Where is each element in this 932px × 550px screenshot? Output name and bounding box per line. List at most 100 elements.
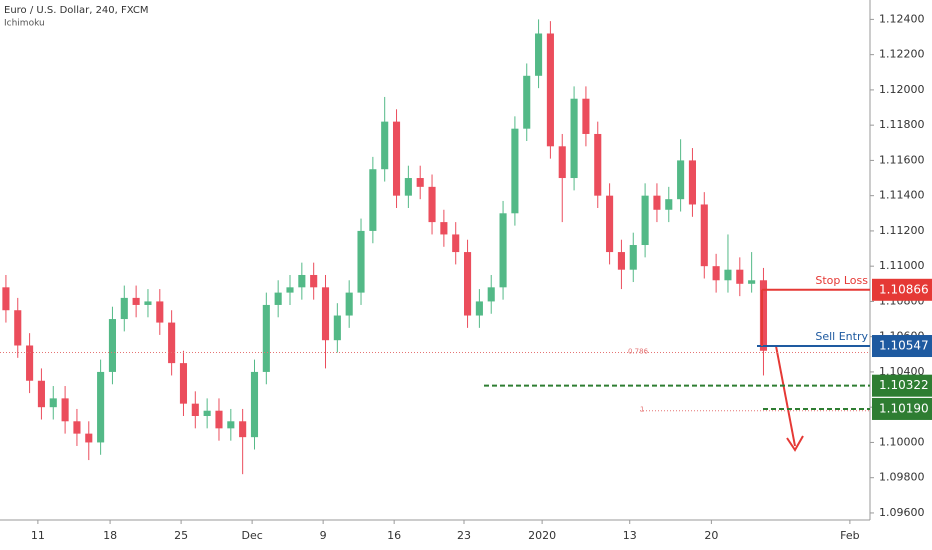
candle-body bbox=[617, 252, 625, 270]
level-name: Stop Loss bbox=[815, 274, 868, 287]
candle-body bbox=[381, 121, 389, 170]
price-label-box bbox=[872, 374, 932, 397]
x-tick-label: 23 bbox=[457, 529, 471, 542]
candle-body bbox=[179, 363, 188, 404]
candle-body bbox=[239, 421, 247, 438]
candle-body bbox=[712, 266, 720, 281]
y-tick-label: 1.12400 bbox=[879, 12, 925, 25]
candle-body bbox=[298, 274, 306, 288]
candle-body bbox=[428, 186, 436, 223]
candle-body bbox=[440, 222, 448, 235]
y-tick-label: 1.12200 bbox=[879, 48, 925, 61]
candle-body bbox=[2, 287, 10, 311]
price-label: 1.10866 bbox=[879, 282, 929, 296]
fib-label: 1 bbox=[640, 406, 644, 414]
arrow bbox=[775, 345, 804, 452]
y-tick-label: 1.09600 bbox=[879, 506, 925, 519]
x-tick-label: 25 bbox=[174, 529, 188, 542]
y-tick-label: 1.11600 bbox=[879, 153, 925, 166]
price-label-box bbox=[872, 278, 932, 301]
candle-body bbox=[523, 75, 531, 129]
candle-body bbox=[688, 160, 696, 205]
candle-body bbox=[724, 269, 732, 281]
x-tick-label: 11 bbox=[31, 529, 45, 542]
candle-body bbox=[49, 398, 57, 408]
candle-body bbox=[357, 230, 365, 293]
price-label-box bbox=[872, 397, 932, 420]
candle-body bbox=[333, 315, 341, 341]
candle-body bbox=[606, 195, 614, 253]
candle-body bbox=[404, 178, 412, 196]
indicator-name: Ichimoku bbox=[4, 19, 45, 29]
x-tick-label: 20 bbox=[704, 529, 718, 542]
candle-body bbox=[321, 287, 330, 341]
candle-body bbox=[227, 421, 235, 429]
candle-body bbox=[582, 98, 590, 134]
fib-label: 0.786 bbox=[628, 348, 649, 356]
candle-body bbox=[286, 287, 294, 293]
candle-body bbox=[748, 280, 756, 284]
candle-body bbox=[120, 297, 128, 320]
candle-body bbox=[345, 292, 353, 316]
candle-body bbox=[191, 403, 199, 416]
candle-body bbox=[144, 301, 152, 305]
y-tick-label: 1.09800 bbox=[879, 471, 925, 484]
candle-body bbox=[37, 380, 45, 408]
candle-body bbox=[759, 280, 768, 351]
candle-body bbox=[475, 301, 483, 316]
x-tick-label: 13 bbox=[623, 529, 637, 542]
x-tick-label: Dec bbox=[241, 529, 262, 542]
candle-body bbox=[250, 371, 259, 438]
candle-body bbox=[700, 204, 708, 267]
candle-body bbox=[452, 234, 460, 253]
candle-body bbox=[677, 160, 685, 200]
candle-body bbox=[594, 133, 602, 196]
plot-area bbox=[2, 19, 768, 475]
candle-body bbox=[108, 319, 116, 372]
candle-body bbox=[73, 421, 81, 434]
candle-body bbox=[262, 304, 270, 372]
candle-body bbox=[132, 297, 140, 305]
candle-body bbox=[85, 433, 93, 443]
candle-body bbox=[369, 169, 377, 231]
candle-body bbox=[416, 178, 424, 187]
y-tick-label: 1.11400 bbox=[879, 189, 925, 202]
x-tick-label: 9 bbox=[320, 529, 327, 542]
candle-body bbox=[310, 274, 318, 288]
candle-body bbox=[156, 301, 164, 323]
y-tick-label: 1.11800 bbox=[879, 118, 925, 131]
candle-body bbox=[487, 287, 495, 302]
price-label: 1.10190 bbox=[879, 401, 929, 415]
candle-body bbox=[535, 33, 543, 76]
y-tick-label: 1.11200 bbox=[879, 224, 925, 237]
price-label: 1.10547 bbox=[879, 339, 929, 353]
candle-body bbox=[274, 292, 282, 305]
candle-body bbox=[511, 128, 519, 214]
candle-body bbox=[499, 213, 507, 288]
candle-body bbox=[97, 371, 105, 443]
candle-body bbox=[392, 121, 401, 196]
y-tick-label: 1.11000 bbox=[879, 259, 925, 272]
candle-body bbox=[215, 410, 223, 429]
price-label-box bbox=[872, 335, 932, 358]
candle-body bbox=[14, 310, 22, 346]
candle-body bbox=[464, 252, 472, 316]
x-tick-label: 18 bbox=[103, 529, 117, 542]
candle-body bbox=[203, 410, 211, 416]
candle-body bbox=[629, 245, 637, 270]
candle-body bbox=[26, 345, 34, 381]
x-tick-label: 16 bbox=[387, 529, 401, 542]
candle-body bbox=[641, 195, 649, 246]
y-tick-label: 1.12000 bbox=[879, 83, 925, 96]
candle-body bbox=[665, 199, 673, 210]
x-tick-label: 2020 bbox=[528, 529, 556, 542]
y-tick-label: 1.10000 bbox=[879, 435, 925, 448]
x-tick-label: Feb bbox=[840, 529, 859, 542]
candle-body bbox=[546, 33, 554, 147]
candle-body bbox=[736, 269, 744, 284]
candle-body bbox=[570, 98, 578, 179]
candle-body bbox=[168, 322, 176, 364]
candle-body bbox=[558, 146, 566, 179]
chart-title: Euro / U.S. Dollar, 240, FXCM bbox=[4, 5, 149, 16]
